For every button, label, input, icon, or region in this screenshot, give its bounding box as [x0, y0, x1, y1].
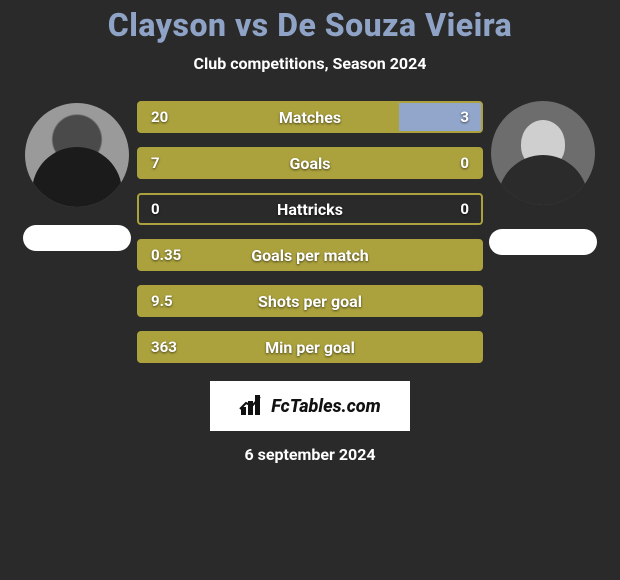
stat-row: 9.5Shots per goal	[137, 285, 483, 317]
brand-badge: FcTables.com	[210, 381, 410, 431]
stat-fill-left	[139, 287, 481, 315]
stat-fill-left	[139, 241, 481, 269]
stat-value-right: 0	[460, 195, 469, 223]
brand-text: FcTables.com	[271, 396, 380, 417]
date-text: 6 september 2024	[244, 445, 375, 464]
stat-fill-left	[139, 149, 481, 177]
page-title: Clayson vs De Souza Vieira	[108, 6, 513, 44]
subtitle: Club competitions, Season 2024	[194, 54, 427, 73]
player-left-column	[17, 101, 137, 251]
comparison-card: Clayson vs De Souza Vieira Club competit…	[0, 0, 620, 580]
stat-fill-left	[139, 103, 399, 131]
brand-chart-icon	[239, 395, 265, 417]
stat-value-left: 0	[151, 195, 160, 223]
stat-bars: 203Matches 70Goals 0 0Hattricks 0.35Goals pe…	[137, 101, 483, 363]
player-left-name-pill	[23, 225, 131, 251]
player-left-avatar	[25, 103, 129, 207]
player-right-column	[483, 99, 603, 255]
stat-row: 0.35Goals per match	[137, 239, 483, 271]
stat-row: 70Goals	[137, 147, 483, 179]
stat-fill-left	[139, 333, 481, 361]
player-right-avatar	[491, 101, 595, 205]
stat-fill-right	[399, 103, 481, 131]
stat-row: 363Min per goal	[137, 331, 483, 363]
stat-label: Hattricks	[139, 195, 481, 223]
stat-row: 0 0Hattricks	[137, 193, 483, 225]
player-right-name-pill	[489, 229, 597, 255]
stat-row: 203Matches	[137, 101, 483, 133]
comparison-body: 203Matches 70Goals 0 0Hattricks 0.35Goals pe…	[0, 101, 620, 363]
